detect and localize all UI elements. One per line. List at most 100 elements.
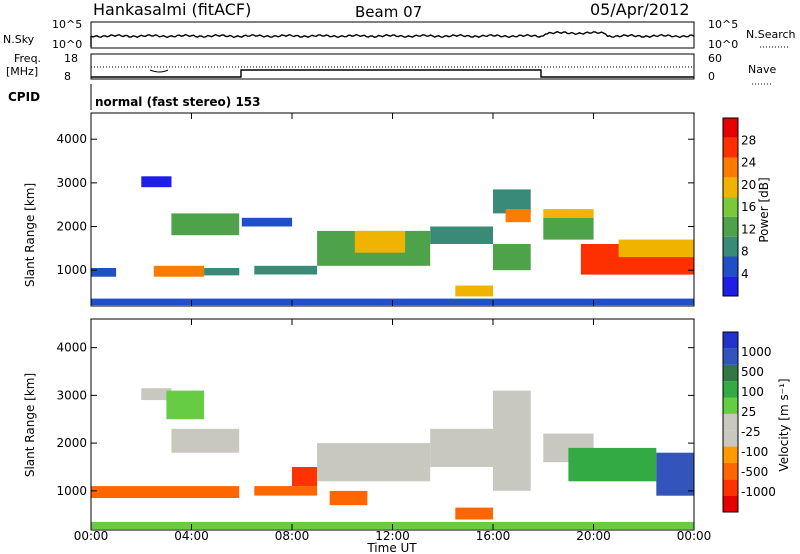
power-cbar-swatch-1 — [723, 256, 738, 277]
vel-cbar-swatch-3 — [723, 446, 738, 463]
vel-cbar-tick-6: -500 — [741, 465, 768, 479]
station-title: Hankasalmi (fitACF) — [93, 0, 251, 19]
date-title: 05/Apr/2012 — [590, 0, 690, 19]
velocity-region-5 — [254, 486, 318, 496]
power-region-15 — [543, 209, 594, 218]
freq-label: Freq. — [14, 52, 41, 65]
velocity-region-3 — [166, 390, 205, 420]
power-cbar-swatch-7 — [723, 137, 738, 158]
nave-blip — [149, 69, 169, 73]
time-tick-label-0: 00:00 — [74, 529, 109, 543]
velocity-region-9 — [430, 428, 493, 467]
time-tick-label-2: 08:00 — [275, 529, 310, 543]
vel-cbar-swatch-8 — [723, 364, 738, 382]
power-cbar-swatch-6 — [723, 157, 738, 178]
velocity-panel-frame — [90, 318, 695, 531]
velocity-ytick-label-2: 3000 — [56, 388, 87, 402]
vel-cbar-swatch-1 — [723, 479, 738, 496]
power-ytick-label-0: 1000 — [56, 263, 87, 277]
power-cbar-frame — [722, 117, 739, 297]
nsearch-tick-bottom: 10^0 — [708, 38, 738, 51]
power-cbar-swatch-0 — [723, 276, 738, 296]
power-cbar-tick-4: 12 — [741, 222, 756, 236]
nsky-tick-bottom: 10^0 — [52, 38, 82, 51]
cpid-text: normal (fast stereo) 153 — [95, 95, 261, 109]
vel-cbar-swatch-9 — [723, 348, 738, 365]
nsearch-tick-top: 10^5 — [708, 18, 738, 31]
time-tick-label-4: 16:00 — [476, 529, 511, 543]
power-region-7 — [241, 217, 293, 227]
velocity-region-10 — [455, 507, 493, 520]
power-cbar-tick-0: 28 — [741, 133, 756, 147]
power-cbar-tick-3: 16 — [741, 200, 756, 214]
nave-tick-top: 60 — [708, 52, 722, 65]
power-ytick-label-3: 4000 — [56, 132, 87, 146]
power-region-14 — [505, 209, 531, 223]
freq-tick-bottom: 8 — [64, 70, 71, 83]
time-tick-label-5: 20:00 — [576, 529, 611, 543]
vel-cbar-swatch-5 — [723, 413, 738, 431]
velocity-region-13 — [568, 447, 657, 482]
nave-label: Nave — [748, 63, 776, 76]
velocity-region-7 — [317, 443, 431, 482]
power-colorbar: 28 24 20 16 12 8 4 — [722, 117, 756, 297]
velocity-heatmap — [91, 388, 694, 530]
time-axis: 00:00 04:00 08:00 12:00 16:00 20:00 00:00 — [74, 529, 712, 543]
velocity-colorbar-label: Velocity [m s⁻¹] — [777, 378, 791, 471]
power-cbar-tick-1: 24 — [741, 156, 756, 170]
power-axis: 1000 2000 3000 4000 — [56, 113, 695, 306]
nsky-tick-top: 10^5 — [52, 18, 82, 31]
velocity-ytick-label-3: 4000 — [56, 341, 87, 355]
power-ytick-label-2: 3000 — [56, 176, 87, 190]
power-region-2 — [141, 176, 172, 188]
cpid-label: CPID — [8, 90, 40, 104]
vel-cbar-swatch-4 — [723, 430, 738, 447]
power-cbar-tick-5: 8 — [741, 245, 749, 259]
vel-cbar-swatch-7 — [723, 381, 738, 398]
vel-cbar-tick-4: -25 — [741, 425, 761, 439]
nsky-panel-frame — [90, 21, 695, 49]
power-region-3 — [171, 213, 240, 236]
power-colorbar-label: Power [dB] — [757, 177, 771, 242]
nsearch-label: N.Search — [746, 28, 796, 41]
vel-cbar-tick-0: 1000 — [741, 345, 772, 359]
velocity-ytick-label-1: 2000 — [56, 436, 87, 450]
vel-cbar-swatch-6 — [723, 397, 738, 414]
velocity-ylabel: Slant Range [km] — [23, 373, 37, 477]
velocity-colorbar: 1000 500 100 25 -25 -100 -500 -1000 — [722, 331, 776, 513]
velocity-region-14 — [656, 452, 694, 496]
velocity-region-6 — [292, 467, 318, 487]
power-cbar-swatch-4 — [723, 197, 738, 217]
velocity-ytick-label-0: 1000 — [56, 484, 87, 498]
power-region-10 — [430, 226, 493, 244]
velocity-region-1 — [141, 388, 172, 401]
freq-trace — [91, 69, 694, 78]
velocity-region-2 — [171, 428, 240, 453]
time-tick-label-3: 12:00 — [375, 529, 410, 543]
nave-tick-bottom: 0 — [708, 70, 715, 83]
time-axis-label: Time UT — [366, 541, 417, 554]
velocity-region-8 — [329, 490, 368, 506]
velocity-region-11 — [493, 390, 531, 491]
power-region-4 — [153, 265, 205, 277]
power-region-6 — [254, 265, 318, 275]
nsky-trace — [90, 30, 695, 47]
velocity-axis: 1000 2000 3000 4000 — [56, 319, 695, 530]
power-cbar-tick-6: 4 — [741, 267, 749, 281]
nsky-line — [90, 30, 695, 39]
power-cbar-swatch-3 — [723, 216, 738, 237]
power-ytick-label-1: 2000 — [56, 220, 87, 234]
power-region-16 — [543, 217, 594, 240]
beam-title: Beam 07 — [355, 3, 422, 21]
time-tick-label-6: 00:00 — [677, 529, 712, 543]
vel-cbar-tick-5: -100 — [741, 445, 768, 459]
power-ylabel: Slant Range [km] — [23, 183, 37, 287]
power-region-18 — [618, 239, 694, 258]
power-cbar-tick-2: 20 — [741, 178, 756, 192]
power-cbar-swatch-2 — [723, 236, 738, 257]
power-region-11 — [455, 285, 493, 297]
power-cbar-swatch-5 — [723, 177, 738, 198]
vel-cbar-swatch-0 — [723, 495, 738, 512]
vel-cbar-tick-2: 100 — [741, 385, 764, 399]
